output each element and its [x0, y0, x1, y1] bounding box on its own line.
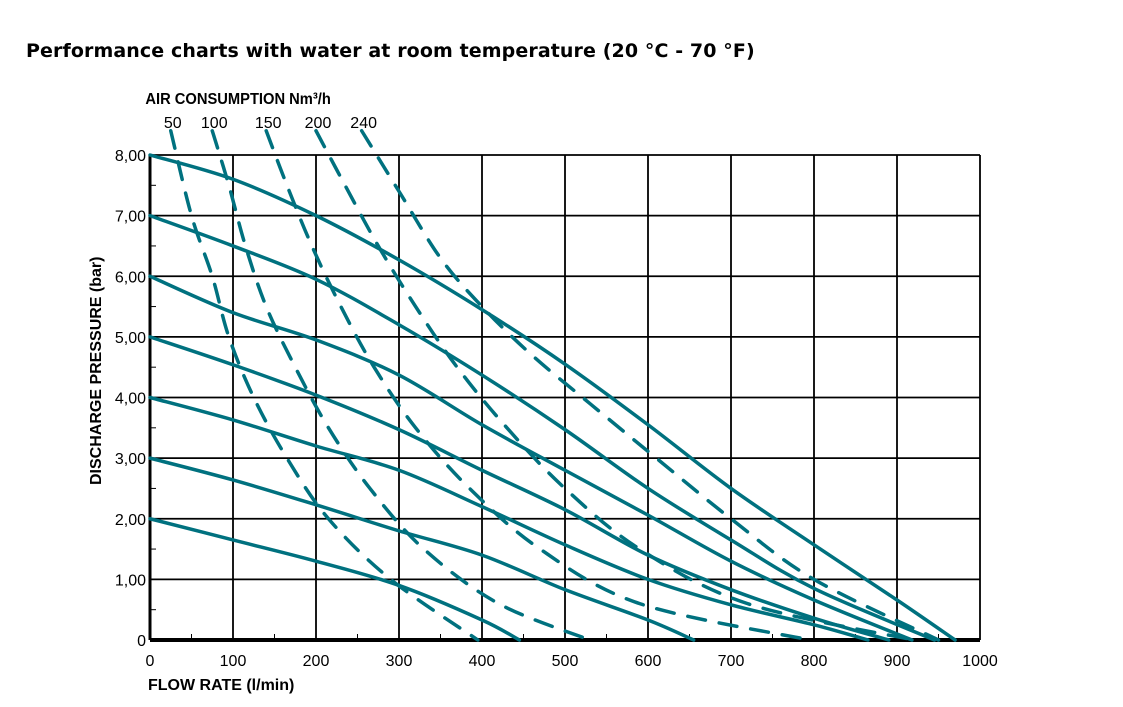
air-curve-label: 100: [201, 115, 228, 132]
chart-title: Performance charts with water at room te…: [26, 40, 755, 62]
x-tick-label: 100: [220, 653, 247, 670]
x-tick-label: 300: [386, 653, 413, 670]
pressure-curve-8-bar: [148, 153, 957, 642]
axes: 0 100 200 300 400 500 600 700 800 900 1000 0 1,00 2,0…: [115, 148, 998, 670]
pressure-curve-5-bar: [148, 335, 891, 642]
pressure-curve-3-bar: [148, 456, 696, 642]
air-curve-label: 150: [255, 115, 282, 132]
grid: [148, 154, 981, 642]
x-tick-label: 400: [469, 653, 496, 670]
y-tick-label: 0: [137, 633, 146, 650]
x-tick-label: 800: [801, 653, 828, 670]
air-curve-200: [314, 129, 916, 642]
pressure-curve-2-bar: [148, 517, 522, 642]
pressure-curve-4-bar: [148, 395, 870, 642]
air-curve-label: 50: [164, 115, 182, 132]
x-tick-label: 700: [718, 653, 745, 670]
air-curve-100: [210, 129, 592, 642]
air-curve-label: 240: [350, 115, 377, 132]
air-curve-240: [359, 129, 941, 642]
air-consumption-label: AIR CONSUMPTION Nm³/h: [145, 90, 330, 108]
pressure-curve-6-bar: [148, 274, 914, 642]
pressure-curve-7-bar: [148, 213, 937, 642]
x-axis-label: FLOW RATE (l/min): [148, 677, 294, 694]
x-tick-label: 1000: [962, 653, 998, 670]
x-tick-label: 900: [884, 653, 911, 670]
y-tick-label: 1,00: [115, 572, 146, 589]
y-tick-label: 7,00: [115, 209, 146, 226]
x-tick-label: 0: [146, 653, 155, 670]
air-curve-label: 200: [305, 115, 332, 132]
y-tick-label: 6,00: [115, 269, 146, 286]
x-tick-label: 600: [635, 653, 662, 670]
y-tick-label: 5,00: [115, 330, 146, 347]
air-curve-150: [264, 129, 812, 642]
air-consumption-curves: 50 100 150 200 240: [164, 115, 941, 642]
x-tick-label: 200: [303, 653, 330, 670]
x-tick-label: 500: [552, 653, 579, 670]
y-tick-label: 2,00: [115, 512, 146, 529]
y-tick-label: 8,00: [115, 148, 146, 165]
y-tick-label: 4,00: [115, 391, 146, 408]
pressure-curves: [148, 153, 957, 642]
y-tick-label: 3,00: [115, 451, 146, 468]
y-axis-label: DISCHARGE PRESSURE (bar): [88, 257, 105, 485]
